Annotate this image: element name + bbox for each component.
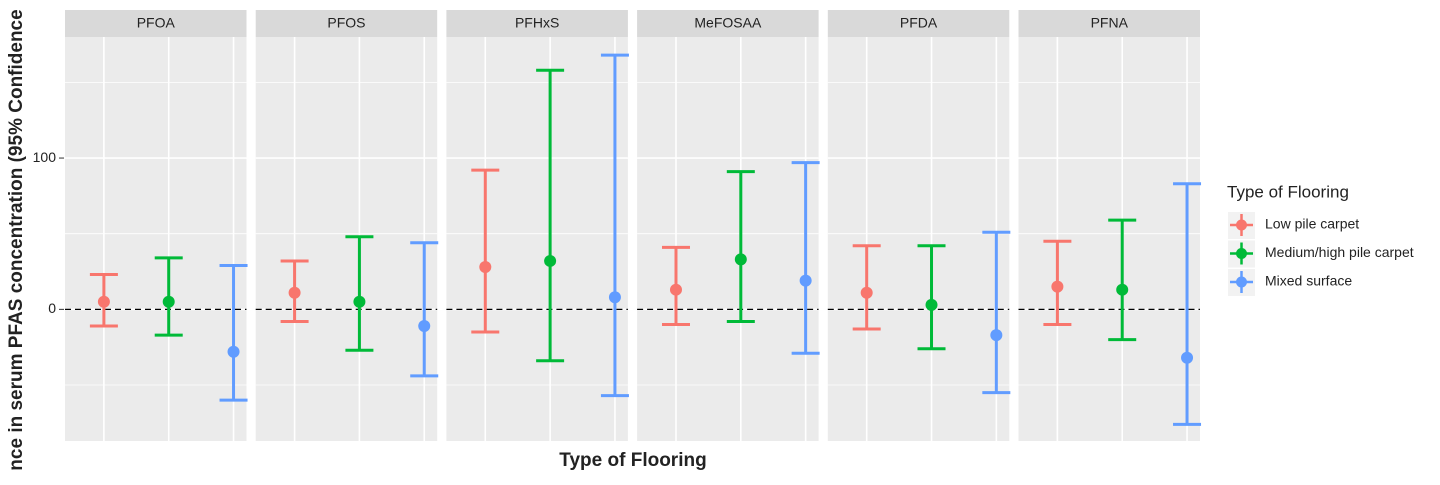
panel-background bbox=[637, 37, 819, 441]
point bbox=[669, 283, 682, 296]
strip bbox=[255, 10, 438, 37]
panel-background bbox=[1018, 37, 1200, 441]
legend-key-point bbox=[1236, 248, 1247, 259]
strip bbox=[446, 10, 628, 37]
point bbox=[418, 320, 431, 333]
strip bbox=[637, 10, 819, 37]
panel-background bbox=[827, 37, 1010, 441]
strip bbox=[65, 10, 247, 37]
strip-label: PFDA bbox=[900, 15, 938, 31]
point bbox=[479, 260, 492, 273]
point bbox=[227, 345, 240, 358]
point bbox=[990, 329, 1003, 342]
strip bbox=[1018, 10, 1200, 37]
point bbox=[925, 298, 938, 311]
panel-background bbox=[255, 37, 438, 441]
point bbox=[1181, 351, 1194, 364]
legend-label: Medium/high pile carpet bbox=[1265, 244, 1414, 260]
legend-key-point bbox=[1236, 276, 1247, 288]
point bbox=[608, 291, 621, 304]
point bbox=[860, 286, 873, 299]
strip-label: PFOS bbox=[327, 15, 365, 31]
point bbox=[353, 295, 366, 308]
strip-label: PFOA bbox=[137, 15, 176, 31]
point bbox=[734, 253, 747, 266]
y-tick-label: 0 bbox=[48, 300, 56, 316]
panel-background bbox=[65, 37, 247, 441]
point bbox=[1116, 283, 1129, 296]
point bbox=[97, 295, 110, 308]
strip-label: MeFOSAA bbox=[694, 15, 762, 31]
point bbox=[1051, 280, 1064, 293]
point bbox=[544, 254, 557, 267]
strip-label: PFHxS bbox=[515, 15, 559, 31]
strip bbox=[827, 10, 1010, 37]
legend-label: Mixed surface bbox=[1265, 273, 1352, 289]
y-axis-title: nce in serum PFAS concentration (95% Con… bbox=[6, 9, 27, 470]
x-axis-title: Type of Flooring bbox=[559, 450, 706, 471]
point bbox=[799, 274, 812, 287]
point bbox=[162, 295, 175, 308]
y-tick-label: 100 bbox=[33, 149, 57, 165]
legend-title: Type of Flooring bbox=[1227, 182, 1349, 201]
legend-label: Low pile carpet bbox=[1265, 216, 1359, 232]
panel-background bbox=[446, 37, 628, 441]
legend-key-point bbox=[1236, 219, 1247, 231]
point bbox=[288, 286, 301, 299]
strip-label: PFNA bbox=[1091, 15, 1129, 31]
